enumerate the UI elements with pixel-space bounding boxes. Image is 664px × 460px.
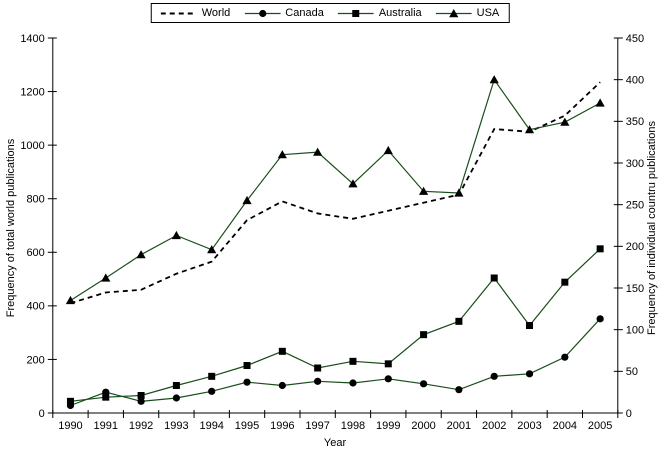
legend-label-world: World [201,7,231,19]
x-tick-label: 2002 [482,420,506,432]
square-marker-icon [337,9,374,17]
dashed-line-icon [160,12,197,14]
x-tick-label: 1992 [129,420,153,432]
series-canada [66,315,604,410]
legend-item-usa: USA [435,7,500,19]
x-tick-label: 2003 [517,420,541,432]
left-tick-label: 800 [26,194,44,206]
circle-marker-icon [244,9,281,17]
x-tick-label: 1996 [270,420,294,432]
legend-item-canada: Canada [244,7,324,19]
left-tick-label: 1400 [20,33,44,45]
right-tick-label: 200 [626,241,644,253]
x-axis-ticks [52,410,619,418]
x-tick-label: 1995 [235,420,259,432]
series-australia [66,245,604,405]
left-tick-label: 1000 [20,140,44,152]
series-world [70,81,601,305]
left-axis-title: Frequency of total world publications [5,138,17,318]
legend-item-australia: Australia [337,7,422,19]
right-axis-ticks: 0 50 100 150 200 250 300 350 400 450 [613,33,644,420]
x-tick-label: 1991 [94,420,118,432]
right-tick-label: 150 [626,283,644,295]
axes [52,38,619,414]
triangle-marker-icon [435,8,472,17]
x-tick-label: 1997 [305,420,329,432]
legend-label-usa: USA [476,7,500,19]
legend: World Canada Australia USA [150,3,510,23]
left-tick-label: 0 [39,408,45,420]
right-tick-label: 50 [626,366,638,378]
right-tick-label: 400 [626,75,644,87]
x-tick-label: 1993 [164,420,188,432]
right-tick-label: 0 [626,408,632,420]
right-tick-label: 100 [626,325,644,337]
x-axis-title: Year [323,437,347,449]
x-tick-label: 1999 [376,420,400,432]
legend-label-australia: Australia [378,7,422,19]
x-tick-label: 2005 [588,420,612,432]
right-tick-label: 250 [626,200,644,212]
x-tick-label: 1998 [341,420,365,432]
right-axis-title: Frequency of individual countru publicat… [646,120,658,336]
left-tick-label: 400 [26,301,44,313]
x-tick-label: 2004 [553,420,577,432]
legend-label-canada: Canada [285,7,324,19]
right-tick-label: 450 [626,33,644,45]
x-tick-label: 2000 [411,420,435,432]
left-tick-label: 1200 [20,86,44,98]
x-tick-label: 1994 [199,420,223,432]
left-axis-ticks: 0 200 400 600 800 1000 1200 1400 [20,33,57,420]
legend-item-world: World [160,7,231,19]
series-usa [65,75,605,305]
x-tick-label: 1990 [58,420,82,432]
right-tick-label: 300 [626,158,644,170]
left-tick-label: 600 [26,247,44,259]
x-axis-tick-labels: 1990 1991 1992 1993 1994 1995 1996 1997 1998 1999… [58,420,612,432]
right-tick-label: 350 [626,116,644,128]
left-tick-label: 200 [26,354,44,366]
x-tick-label: 2001 [447,420,471,432]
